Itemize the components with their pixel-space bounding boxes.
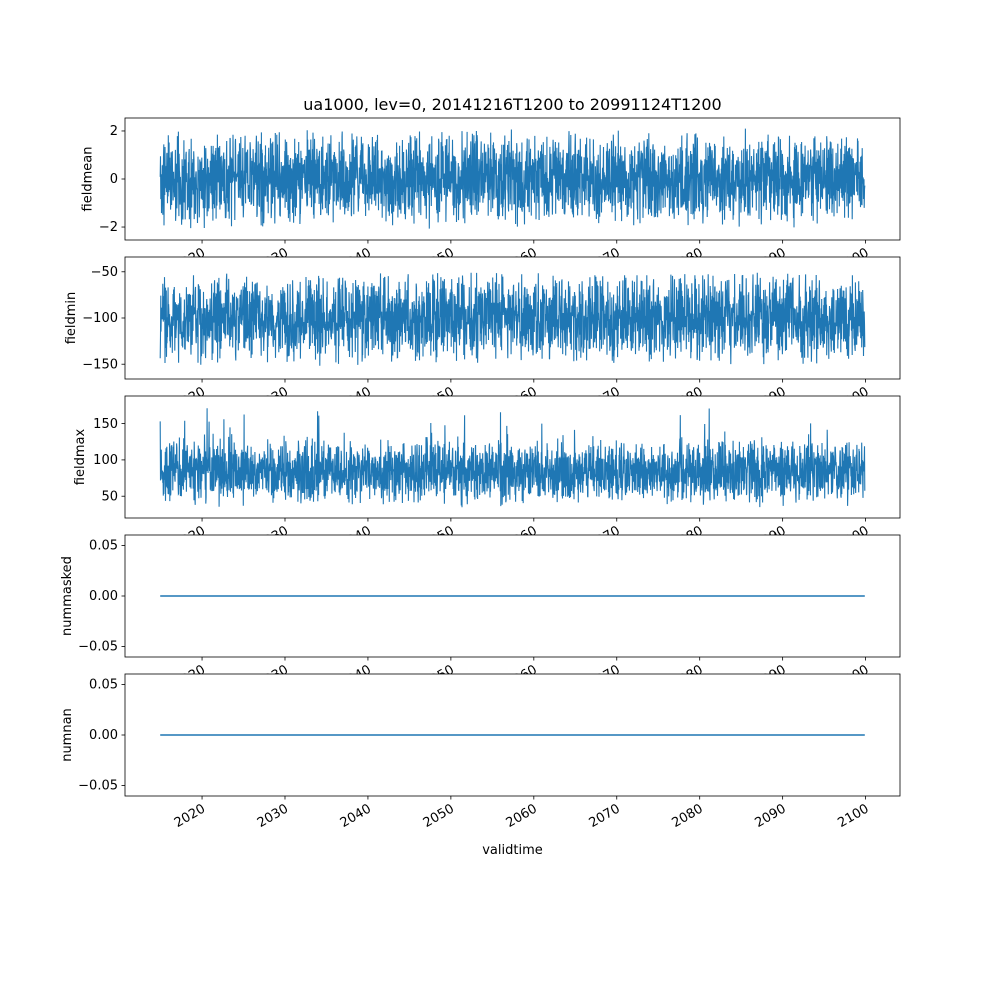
- y-tick-label: 50: [101, 489, 118, 504]
- x-tick-label: 2050: [421, 801, 457, 831]
- y-tick-label: −2: [99, 220, 118, 235]
- y-tick-label: 0: [110, 172, 118, 187]
- y-tick-label: −100: [82, 311, 118, 326]
- y-tick-label: 2: [110, 124, 118, 139]
- series-fieldmean: [159, 128, 866, 229]
- x-tick-label: 2020: [172, 801, 208, 831]
- y-tick-label: −50: [91, 265, 118, 280]
- y-axis-label-fieldmean: fieldmean: [81, 147, 96, 212]
- y-tick-label: 0.00: [89, 728, 118, 743]
- y-axis-label-fieldmin: fieldmin: [64, 292, 79, 345]
- x-axis-label: validtime: [482, 843, 543, 858]
- figure-title: ua1000, lev=0, 20141216T1200 to 20991124…: [303, 95, 722, 114]
- subplot-nummasked: 0.050.00−0.05202020302040205020602070208…: [60, 534, 901, 692]
- y-tick-label: 150: [93, 417, 118, 432]
- subplot-fieldmean: 20−2202020302040205020602070208020902100…: [81, 117, 901, 275]
- y-tick-label: −0.05: [78, 640, 118, 655]
- y-tick-label: 100: [93, 453, 118, 468]
- y-axis-label-fieldmax: fieldmax: [73, 429, 88, 486]
- y-tick-label: −150: [82, 357, 118, 372]
- subplot-fieldmin: −50−100−15020202030204020502060207020802…: [64, 256, 901, 414]
- series-fieldmax: [159, 408, 866, 508]
- y-axis-label-nummasked: nummasked: [60, 556, 75, 636]
- x-tick-label: 2060: [504, 801, 540, 831]
- axes-frame: [124, 395, 901, 519]
- y-tick-label: 0.05: [89, 539, 118, 554]
- x-tick-label: 2100: [835, 801, 871, 831]
- x-tick-label: 2040: [338, 801, 374, 831]
- y-tick-label: 0.05: [89, 678, 118, 693]
- x-tick-label: 2080: [670, 801, 706, 831]
- subplot-numnan: 0.05 0.00 −0.05 2020 2030 2040 2050 2060 2070 208…: [60, 673, 901, 831]
- y-tick-label: −0.05: [78, 779, 118, 794]
- x-tick-label: 2070: [587, 801, 623, 831]
- y-tick-label: 0.00: [89, 589, 118, 604]
- series-fieldmin: [159, 272, 866, 366]
- x-tick-label: 2030: [255, 801, 291, 831]
- x-tick-label: 2090: [752, 801, 788, 831]
- y-axis-label-numnan: numnan: [60, 708, 75, 762]
- subplot-fieldmax: 1501005020202030204020502060207020802090…: [73, 395, 901, 553]
